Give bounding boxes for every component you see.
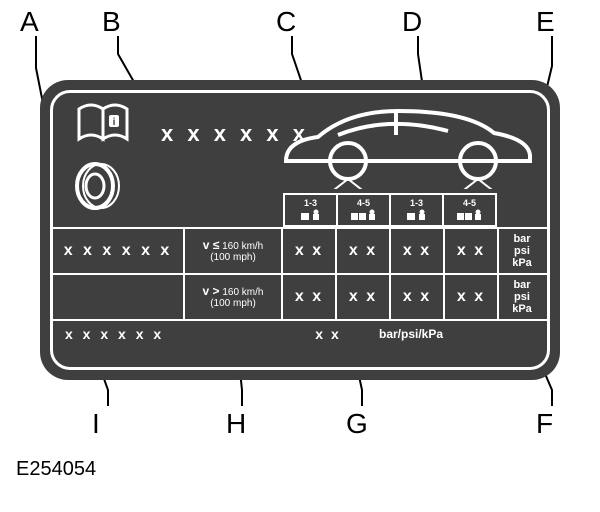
speed-prefix: v ≤ [203,238,220,252]
tire-placard: i x x x x x x [40,80,560,380]
speed-cond-low: v ≤ 160 km/h(100 mph) [185,229,283,273]
load-icons [456,209,484,221]
load-cell-rear-heavy: 4-5 [442,193,497,227]
load-cell-front-heavy: 4-5 [336,193,389,227]
callout-D: D [402,6,422,38]
load-icons [406,209,428,221]
callout-G: G [346,408,368,440]
spare-value: x x [283,326,373,342]
pressure-value: x x [337,229,391,273]
pressure-value: x x [391,229,445,273]
load-cell-front-light: 1-3 [283,193,336,227]
load-label: 4-5 [463,199,476,208]
unit-bar: bar [513,233,530,245]
unit-psi: psi [514,291,530,303]
load-header-row: 1-3 4-5 1-3 [283,193,497,227]
load-cell-rear-light: 1-3 [389,193,442,227]
callout-B: B [102,6,121,38]
speed-mph: (100 mph) [210,298,256,309]
pressure-value: x x [445,275,499,319]
callout-C: C [276,6,296,38]
load-label: 1-3 [304,199,317,208]
pressure-value: x x [283,229,337,273]
unit-cell: bar psi kPa [499,275,545,319]
unit-kpa: kPa [512,303,532,315]
unit-kpa: kPa [512,257,532,269]
pressure-value: x x [445,229,499,273]
callout-I: I [92,408,100,440]
unit-cell: bar psi kPa [499,229,545,273]
pressure-value: x x [283,275,337,319]
callout-H: H [226,408,246,440]
speed-kmh: 160 km/h [222,287,263,298]
load-label: 1-3 [410,199,423,208]
speed-cond-high: v > 160 km/h(100 mph) [185,275,283,319]
figure-reference: E254054 [16,458,96,481]
pressure-value: x x [391,275,445,319]
placard-top-area: i x x x x x x [53,93,547,223]
speed-kmh: 160 km/h [222,241,263,252]
spare-units: bar/psi/kPa [373,327,547,341]
pressure-value: x x [337,275,391,319]
speed-prefix: v > [203,284,220,298]
pressure-row-high-speed: v > 160 km/h(100 mph) x x x x x x x x ba… [53,273,547,319]
load-label: 4-5 [357,199,370,208]
pressure-row-low-speed: x x x x x x v ≤ 160 km/h(100 mph) x x x … [53,227,547,273]
callout-F: F [536,408,553,440]
manual-icon: i [73,99,137,147]
callout-A: A [20,6,39,38]
svg-text:i: i [113,117,116,128]
speed-mph: (100 mph) [210,252,256,263]
tire-icon [71,159,125,213]
tire-size-cell-cont [53,275,185,319]
unit-bar: bar [513,279,530,291]
load-icons [350,209,378,221]
car-silhouette-icon [278,99,538,189]
spare-tire-row: x x x x x x x x bar/psi/kPa [53,319,547,347]
spare-label: x x x x x x [53,326,283,342]
callout-E: E [536,6,555,38]
tire-size-cell: x x x x x x [53,229,185,273]
load-icons [300,209,322,221]
placard-border: i x x x x x x [50,90,550,370]
unit-psi: psi [514,245,530,257]
diagram-stage: A B C D E F G H I [0,0,600,512]
